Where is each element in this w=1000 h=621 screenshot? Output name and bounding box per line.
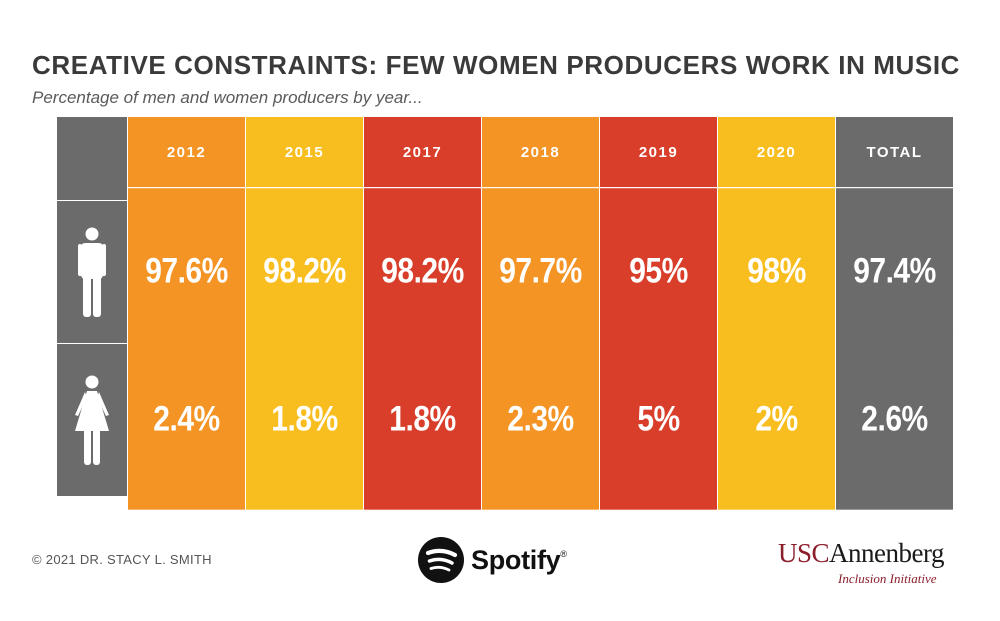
man-icon bbox=[78, 227, 106, 317]
data-cell: 2.4% bbox=[128, 330, 245, 510]
spotify-wordmark: Spotify bbox=[471, 544, 561, 575]
producer-table: 2012 2015 2017 2018 2019 2020 TOTAL 97.6… bbox=[57, 117, 953, 510]
spotify-logo: Spotify ® bbox=[418, 537, 567, 583]
corner-cell bbox=[57, 117, 127, 200]
woman-icon bbox=[75, 375, 109, 465]
data-cell: 97.4% bbox=[836, 187, 953, 357]
data-cell: 5% bbox=[600, 330, 717, 510]
data-cell: 98.2% bbox=[364, 187, 481, 357]
data-cell: 98% bbox=[718, 187, 835, 357]
data-cell: 2.6% bbox=[836, 330, 953, 510]
data-cell: 1.8% bbox=[364, 330, 481, 510]
women-row-header bbox=[57, 344, 127, 496]
registered-mark: ® bbox=[560, 549, 568, 559]
data-cell: 2% bbox=[718, 330, 835, 510]
chart-subtitle: Percentage of men and women producers by… bbox=[32, 88, 423, 107]
data-cell: 97.6% bbox=[128, 187, 245, 357]
usc-annenberg-logo: USCAnnenberg Inclusion Initiative bbox=[778, 538, 978, 587]
column-header: 2012 bbox=[128, 117, 245, 200]
data-cell: 95% bbox=[600, 187, 717, 357]
data-cell: 2.3% bbox=[482, 330, 599, 510]
inclusion-initiative-text: Inclusion Initiative bbox=[838, 571, 937, 586]
column-header: 2020 bbox=[718, 117, 835, 200]
column-header: 2015 bbox=[246, 117, 363, 200]
column-header: 2017 bbox=[364, 117, 481, 200]
annenberg-wordmark: Annenberg bbox=[829, 538, 945, 568]
data-cell: 97.7% bbox=[482, 187, 599, 357]
chart-title: CREATIVE CONSTRAINTS: FEW WOMEN PRODUCER… bbox=[32, 50, 961, 80]
data-cell: 98.2% bbox=[246, 187, 363, 357]
men-row-header bbox=[57, 200, 127, 344]
usc-wordmark: USC bbox=[778, 538, 830, 568]
copyright-text: © 2021 DR. STACY L. SMITH bbox=[32, 552, 212, 567]
column-header: 2018 bbox=[482, 117, 599, 200]
column-header: TOTAL bbox=[836, 117, 953, 200]
column-header: 2019 bbox=[600, 117, 717, 200]
data-cell: 1.8% bbox=[246, 330, 363, 510]
spotify-icon bbox=[418, 537, 464, 583]
